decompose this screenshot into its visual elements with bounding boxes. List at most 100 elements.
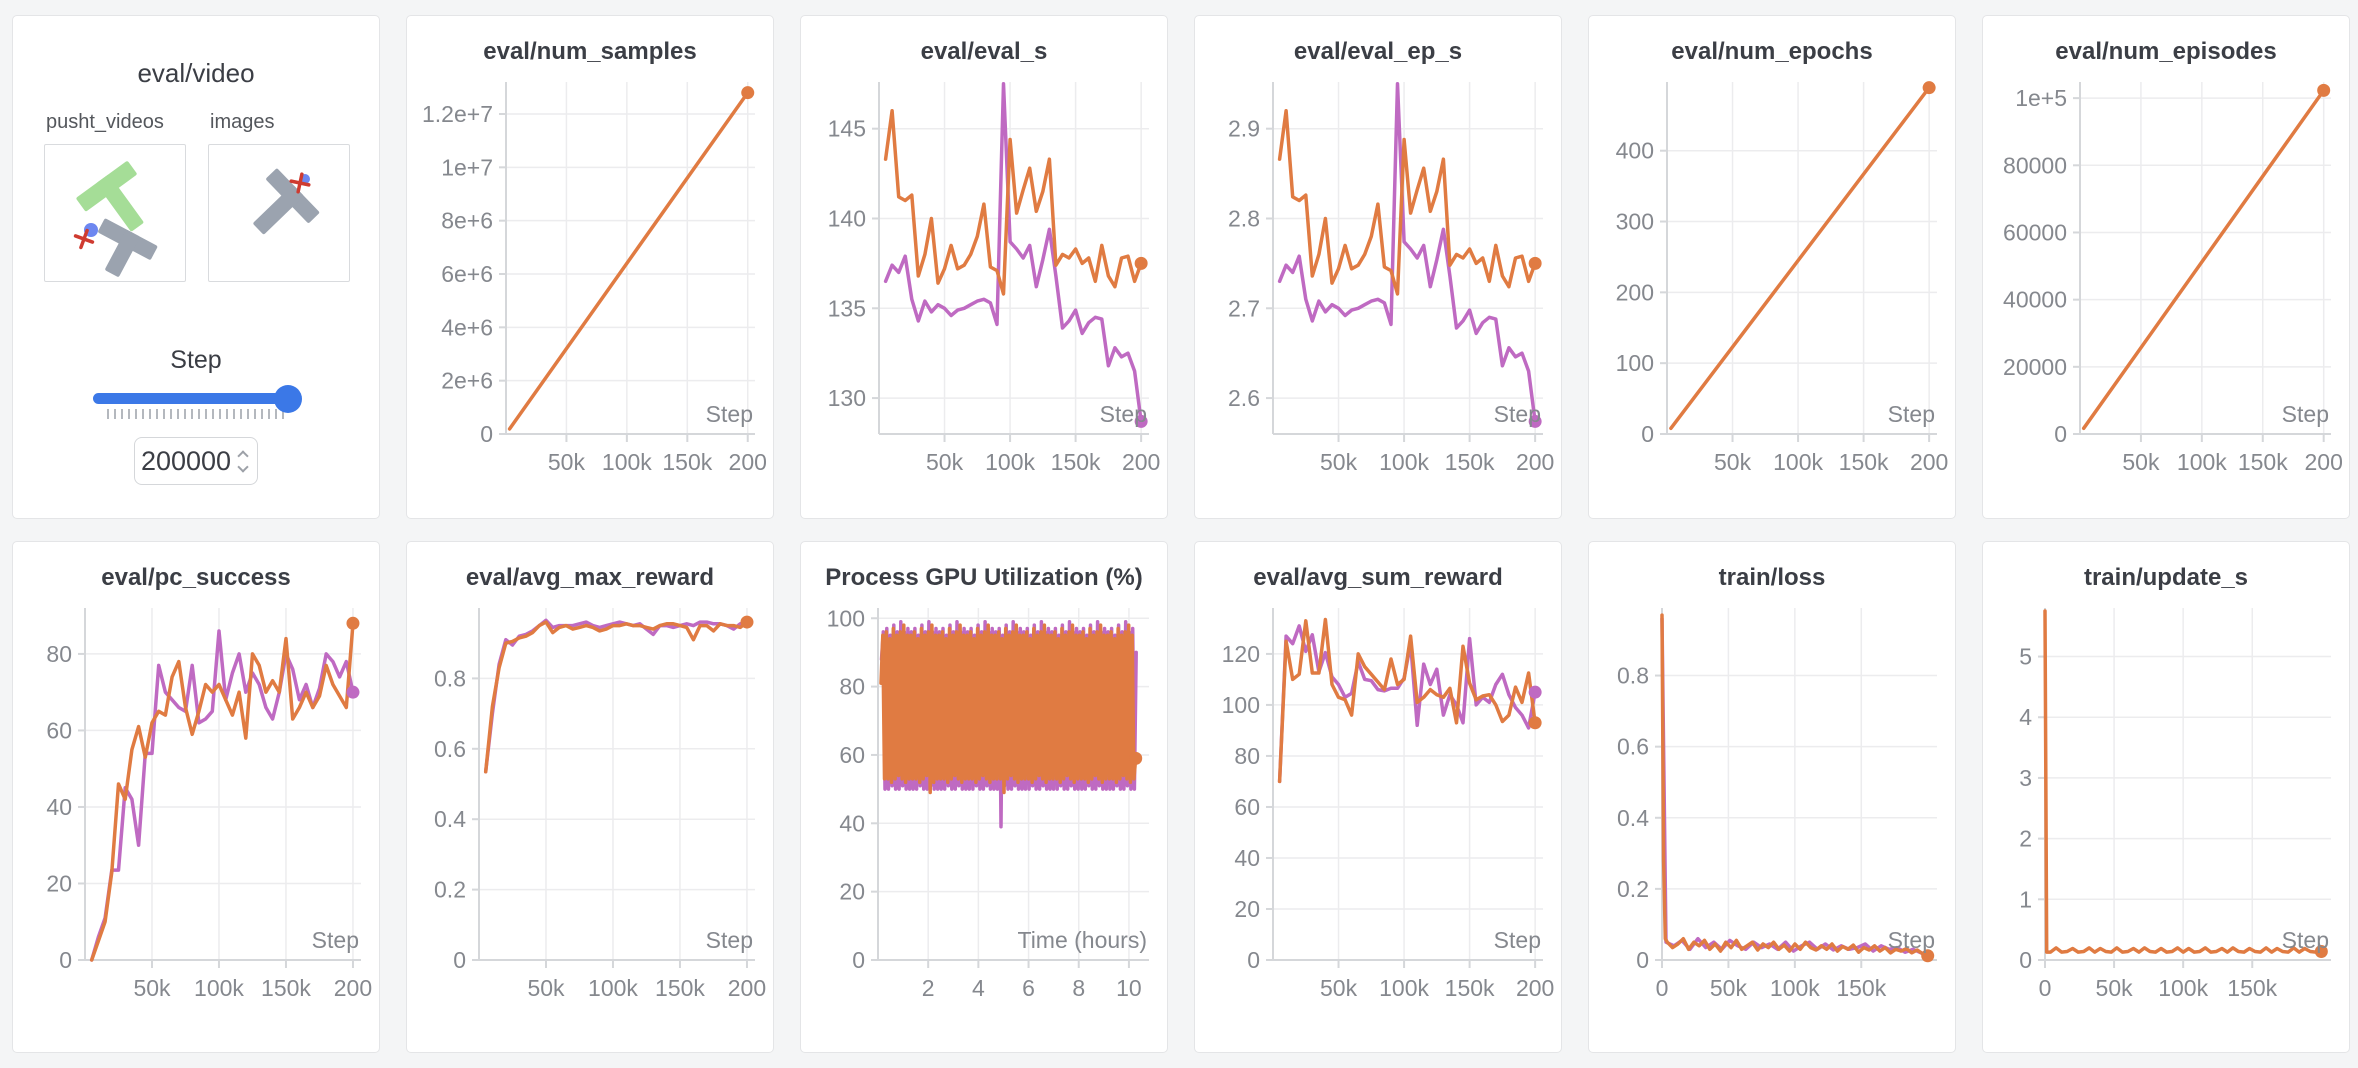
y-tick-label: 1 [2019, 886, 2032, 912]
chart-canvas[interactable]: 0 20 40 60 80 50k 100k 150k 200 Step [13, 594, 379, 1030]
pusht-gray-t-shape [98, 218, 158, 277]
x-tick-label: 8 [1072, 975, 1085, 1001]
y-tick-label: 0.6 [1617, 734, 1649, 760]
x-tick-label: 50k [548, 449, 586, 475]
x-tick-label: 100k [194, 975, 244, 1001]
endpoint-dot-purple [1134, 414, 1148, 428]
media-key-label: images [210, 111, 275, 133]
media-thumbnail-images[interactable]: images [208, 111, 350, 282]
pusht-image-frame[interactable] [208, 144, 350, 282]
series-line-orange [1277, 617, 1537, 784]
y-tick-label: 1.2e+7 [422, 101, 493, 127]
y-tick-label: 0 [1247, 947, 1260, 973]
panel-eval-video[interactable]: eval/video pusht_videos [12, 15, 380, 519]
panel-title: eval/num_epochs [1671, 38, 1873, 65]
x-tick-label: 50k [1320, 975, 1358, 1001]
series-line-orange [89, 621, 355, 962]
y-tick-label: 60000 [2003, 219, 2067, 245]
endpoint-dot-orange [1921, 949, 1935, 963]
x-tick-label: 200 [2305, 449, 2343, 475]
endpoint-dot-orange [1129, 751, 1143, 765]
y-tick-label: 8e+6 [441, 208, 493, 234]
x-tick-label: 100k [1773, 449, 1823, 475]
slider-thumb[interactable] [274, 384, 302, 413]
series-line-orange [1669, 85, 1931, 431]
x-tick-label: 50k [1714, 449, 1752, 475]
series-line-orange [2081, 88, 2326, 431]
x-axis-label: Step [1888, 401, 1935, 427]
y-tick-label: 200 [1616, 279, 1654, 305]
panel-eval-num-episodes[interactable]: eval/num_episodes 0 20000 40000 60000 80000 1… [1982, 15, 2350, 519]
x-tick-label: 2 [922, 975, 935, 1001]
x-tick-label: 50k [1320, 449, 1358, 475]
pusht-video-frame[interactable] [44, 144, 186, 282]
x-tick-label: 150k [1445, 975, 1495, 1001]
panel-eval-eval-ep-s[interactable]: eval/eval_ep_s 2.6 2.7 2.8 2.9 50k 100k 150k 20… [1194, 15, 1562, 519]
panel-eval-avg-sum-reward[interactable]: eval/avg_sum_reward 0 20 40 60 80 100 120 50k 10… [1194, 541, 1562, 1053]
y-tick-label: 400 [1616, 138, 1654, 164]
y-tick-label: 4e+6 [441, 314, 493, 340]
x-tick-label: 150k [1445, 449, 1495, 475]
chart-canvas[interactable]: 0 0.2 0.4 0.6 0.8 50k 100k 150k 200 Step [407, 594, 773, 1030]
x-tick-label: 150k [1839, 449, 1889, 475]
series-line-orange [1277, 108, 1537, 296]
endpoint-dot-orange [2314, 945, 2328, 959]
slider-tick-ruler [107, 409, 289, 419]
x-axis-label: Step [706, 401, 753, 427]
y-tick-label: 0.8 [1617, 663, 1649, 689]
chart-canvas[interactable]: 0 100 200 300 400 50k 100k 150k 200 Step [1589, 68, 1955, 504]
x-tick-label: 100k [602, 449, 652, 475]
y-tick-label: 1e+5 [2015, 85, 2067, 111]
y-tick-label: 2.6 [1228, 385, 1260, 411]
y-tick-label: 5 [2019, 644, 2032, 670]
panel-title: train/loss [1718, 564, 1826, 591]
panel-title: eval/avg_max_reward [465, 564, 715, 591]
chart-canvas[interactable]: 0 20 40 60 80 100 2 4 6 8 10 Time (hours) [801, 594, 1167, 1030]
panel-eval-avg-max-reward[interactable]: eval/avg_max_reward 0 0.2 0.4 0.6 0.8 50k 100k… [406, 541, 774, 1053]
chart-canvas[interactable]: 2.6 2.7 2.8 2.9 50k 100k 150k 200 Step [1195, 68, 1561, 504]
step-decrement-button[interactable] [237, 464, 249, 472]
chart-canvas[interactable]: 130 135 140 145 50k 100k 150k 200 Step [801, 68, 1167, 504]
y-tick-label: 40000 [2003, 287, 2067, 313]
y-tick-label: 0.6 [434, 736, 466, 762]
y-tick-label: 80 [46, 641, 72, 667]
x-tick-label: 50k [2122, 449, 2160, 475]
chart-canvas[interactable]: 0 20 40 60 80 100 120 50k 100k 150k 200 Step [1195, 594, 1561, 1030]
x-axis-label: Step [1494, 401, 1541, 427]
y-tick-label: 20 [1234, 896, 1260, 922]
chart-canvas[interactable]: 0 2e+6 4e+6 6e+6 8e+6 1e+7 1.2e+7 50k 100k 150k 20… [407, 68, 773, 504]
panel-eval-eval-s[interactable]: eval/eval_s 130 135 140 145 50k 100k 150k 200 St… [800, 15, 1168, 519]
panel-train-update-s[interactable]: train/update_s 0 1 2 3 4 5 0 50k 100k 150k Step [1982, 541, 2350, 1053]
endpoint-dot-orange [2317, 83, 2331, 97]
x-tick-label: 50k [1710, 975, 1748, 1001]
y-tick-label: 0.8 [434, 665, 466, 691]
target-cross-icon [289, 172, 311, 194]
step-increment-button[interactable] [237, 450, 249, 458]
chart-canvas[interactable]: 0 20000 40000 60000 80000 1e+5 50k 100k 150k 200 S… [1983, 68, 2349, 504]
x-tick-label: 150k [662, 449, 712, 475]
step-slider[interactable] [93, 384, 302, 419]
slider-track[interactable] [93, 384, 302, 413]
panel-eval-pc-success[interactable]: eval/pc_success 0 20 40 60 80 50k 100k 150k 200 S… [12, 541, 380, 1053]
panel-eval-num-epochs[interactable]: eval/num_epochs 0 100 200 300 400 50k 100k 150k… [1588, 15, 1956, 519]
y-tick-label: 100 [1616, 350, 1654, 376]
panel-process-gpu-utilization[interactable]: Process GPU Utilization (%) 0 20 40 60 80 100… [800, 541, 1168, 1053]
x-axis-label: Step [706, 927, 753, 953]
x-tick-label: 50k [133, 975, 171, 1001]
y-tick-label: 0 [1636, 947, 1649, 973]
x-tick-label: 50k [926, 449, 964, 475]
x-tick-label: 150k [2227, 975, 2277, 1001]
x-tick-label: 150k [2238, 449, 2288, 475]
panel-train-loss[interactable]: train/loss 0 0.2 0.4 0.6 0.8 0 50k 100k 150k Step [1588, 541, 1956, 1053]
panel-title: Process GPU Utilization (%) [825, 564, 1143, 591]
series-line-purple [89, 629, 355, 962]
x-tick-label: 0 [1656, 975, 1669, 1001]
step-input[interactable] [134, 437, 258, 485]
x-tick-label: 150k [261, 975, 311, 1001]
panel-eval-num-samples[interactable]: eval/num_samples 0 2e+6 4e+6 6e+6 8e+6 1e+7 1.… [406, 15, 774, 519]
media-thumbnail-pusht-videos[interactable]: pusht_videos [44, 111, 186, 282]
x-axis-label: Time (hours) [1018, 927, 1148, 953]
y-tick-label: 0 [59, 947, 72, 973]
